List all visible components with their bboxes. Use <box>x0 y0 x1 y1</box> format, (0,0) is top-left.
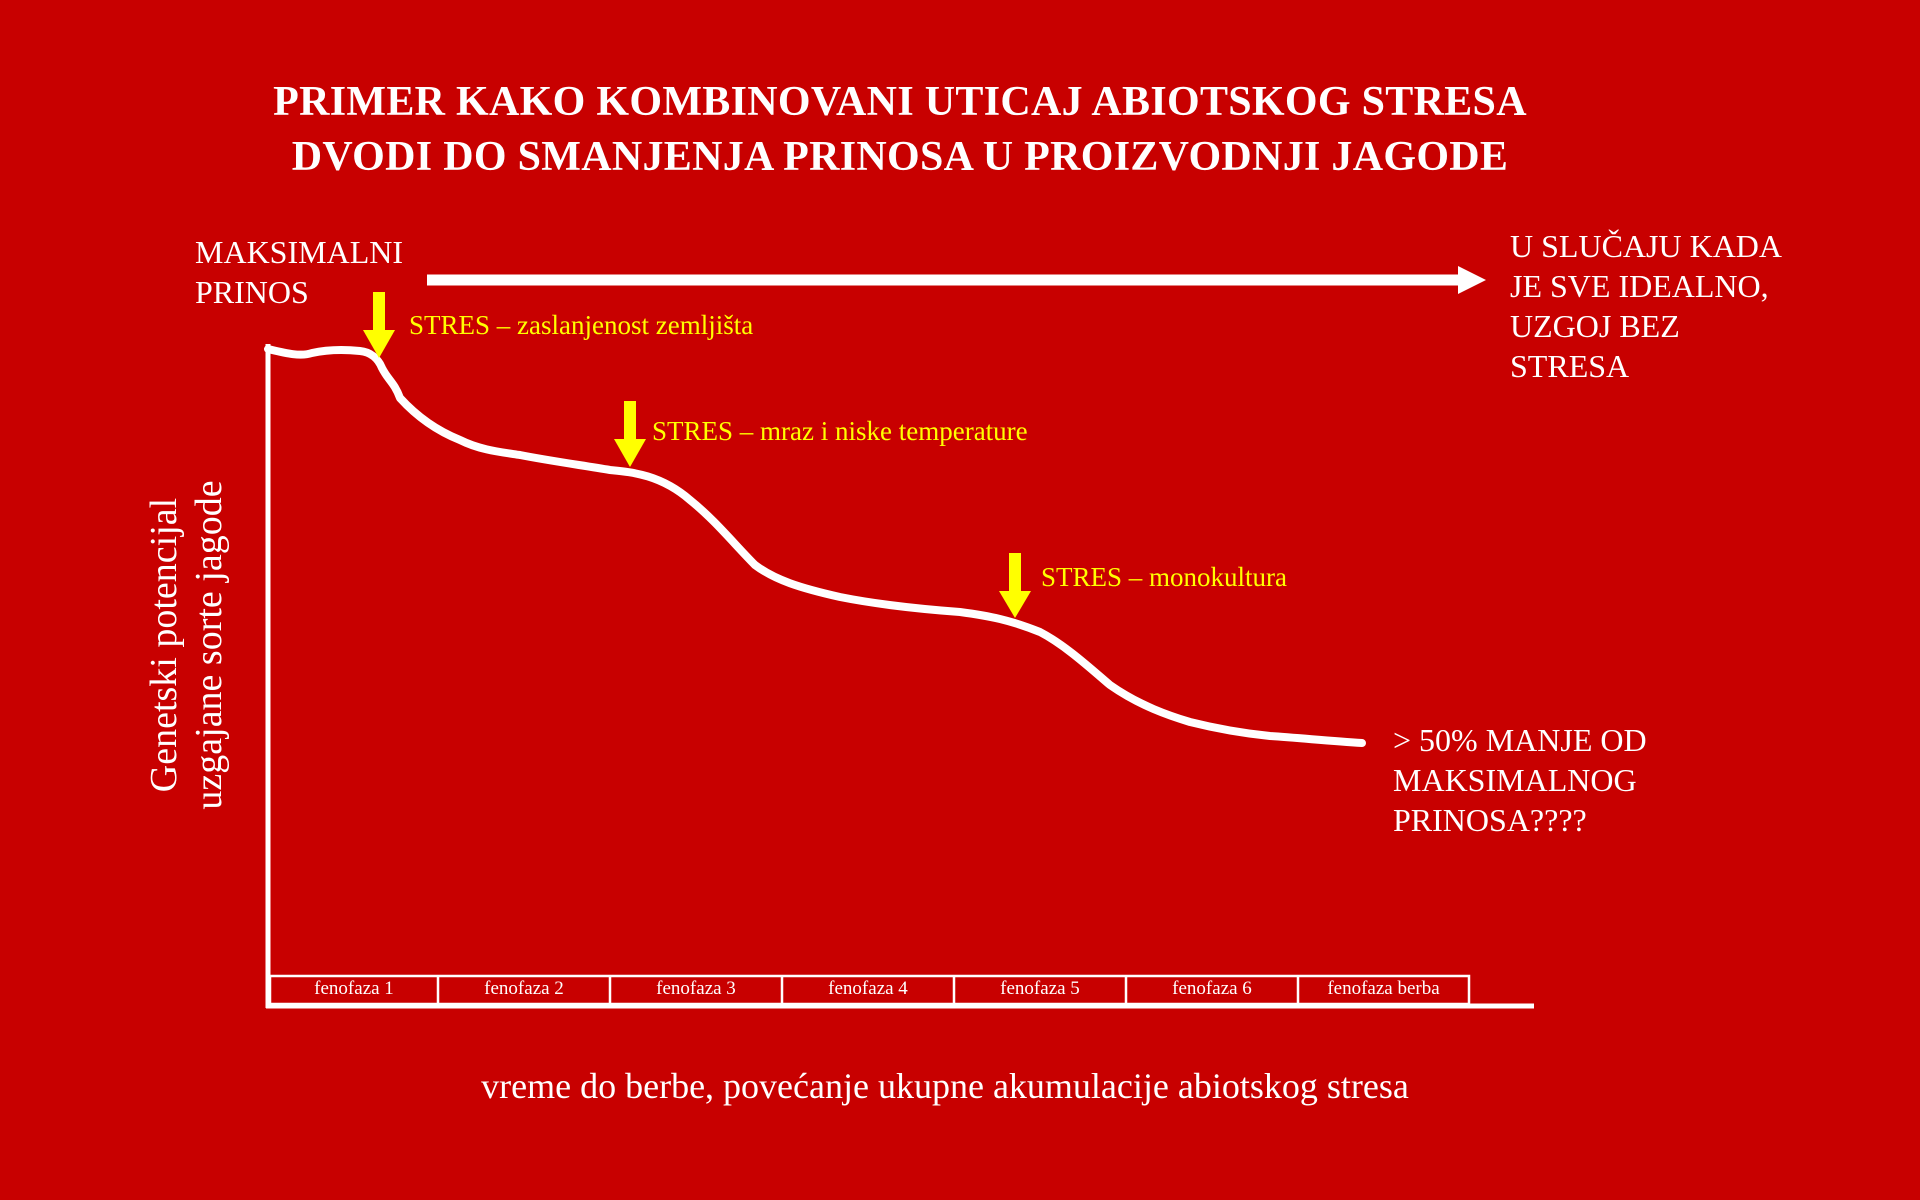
stress-arrow-1 <box>363 292 395 358</box>
max-yield-line-1: MAKSIMALNI <box>195 234 403 270</box>
y-axis-label: Genetski potencijal uzgajane sorte jagod… <box>142 455 232 835</box>
diagram-title: PRIMER KAKO KOMBINOVANI UTICAJ ABIOTSKOG… <box>200 75 1600 184</box>
stress-arrow-2 <box>614 401 646 467</box>
phase-label-berba: fenofaza berba <box>1327 978 1440 999</box>
max-yield-label: MAKSIMALNI PRINOS <box>195 232 403 312</box>
phase-strip <box>268 974 1471 1006</box>
yield-curve <box>264 345 1366 747</box>
result-line-1: > 50% MANJE OD <box>1393 722 1647 758</box>
phase-label-6: fenofaza 6 <box>1172 978 1252 999</box>
ideal-line-1: U SLUČAJU KADA <box>1510 228 1783 264</box>
y-axis-line-2: uzgajane sorte jagode <box>188 480 230 810</box>
title-line-1: PRIMER KAKO KOMBINOVANI UTICAJ ABIOTSKOG… <box>273 79 1527 125</box>
ideal-line-2: JE SVE IDEALNO, <box>1510 268 1769 304</box>
phase-label-3: fenofaza 3 <box>656 978 736 999</box>
result-line-2: MAKSIMALNOG <box>1393 762 1637 798</box>
stress-label-1: STRES – zaslanjenost zemljišta <box>409 310 754 340</box>
title-line-2: DVODI DO SMANJENJA PRINOSA U PROIZVODNJI… <box>291 133 1509 180</box>
phase-label-2: fenofaza 2 <box>484 978 564 999</box>
ideal-line-3: UZGOJ BEZ <box>1510 308 1680 344</box>
max-yield-line-2: PRINOS <box>195 274 309 310</box>
stress-label-3: STRES – monokultura <box>1041 562 1288 592</box>
result-label: > 50% MANJE OD MAKSIMALNOG PRINOSA???? <box>1393 720 1647 840</box>
ideal-line-4: STRESA <box>1510 348 1630 384</box>
result-line-3: PRINOSA???? <box>1393 802 1587 838</box>
ideal-arrow <box>427 266 1486 294</box>
phase-label-1: fenofaza 1 <box>314 978 394 999</box>
phase-label-4: fenofaza 4 <box>828 978 908 999</box>
stress-label-2: STRES – mraz i niske temperature <box>652 416 1028 446</box>
phase-label-5: fenofaza 5 <box>1000 978 1080 999</box>
stress-arrow-3 <box>999 553 1031 618</box>
x-axis-label: vreme do berbe, povećanje ukupne akumula… <box>481 1066 1409 1106</box>
ideal-label: U SLUČAJU KADA JE SVE IDEALNO, UZGOJ BEZ… <box>1510 226 1782 386</box>
y-axis-line-1: Genetski potencijal <box>143 497 185 793</box>
